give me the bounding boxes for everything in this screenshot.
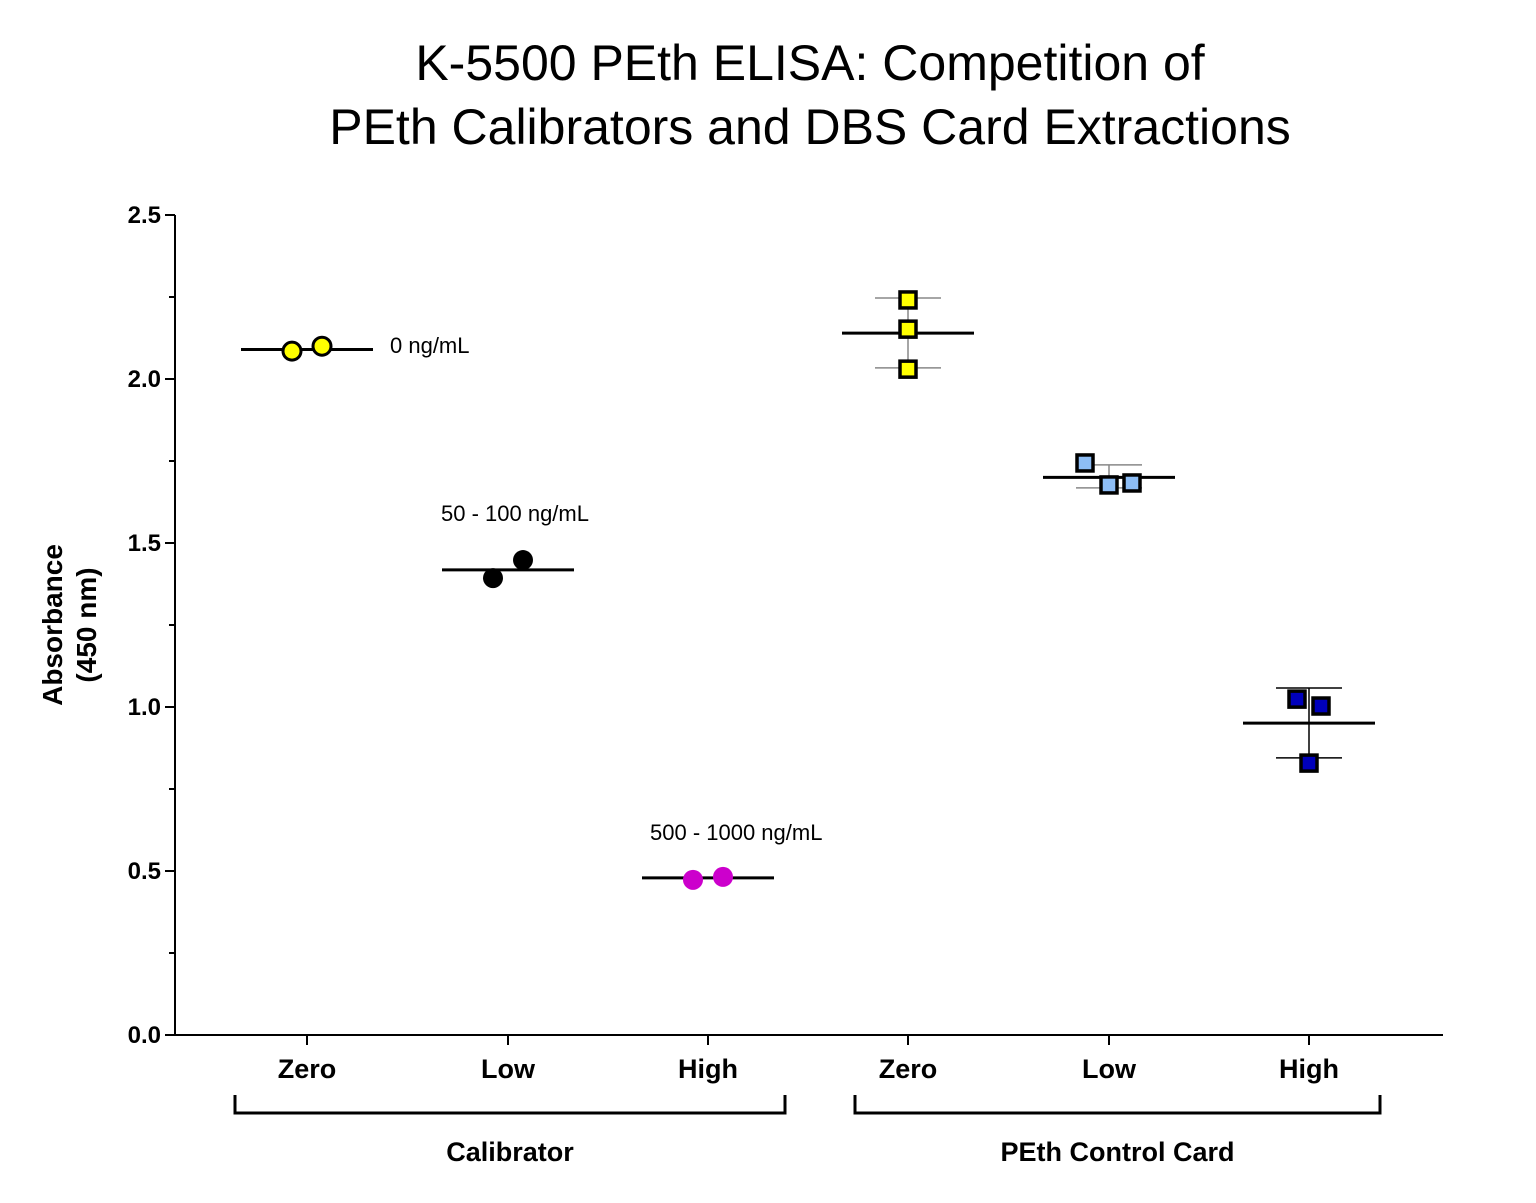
data-point: [1075, 453, 1095, 473]
data-marks: 0 ng/mL 50 - 100 ng/mL 500 - 1000 ng/mL: [241, 290, 1375, 890]
group-bracket: [233, 1095, 787, 1115]
x-tick-label: Low: [1082, 1054, 1137, 1084]
x-tick-label: Zero: [879, 1054, 938, 1084]
y-tick-label: 2.5: [128, 202, 161, 229]
x-tick-label: High: [678, 1054, 738, 1084]
data-point: [281, 340, 303, 362]
chart-title-line-2: PEth Calibrators and DBS Card Extraction…: [329, 99, 1291, 155]
data-point: [1299, 753, 1319, 773]
data-point: [1311, 696, 1331, 716]
x-tick-label: Low: [481, 1054, 536, 1084]
x-tick-label: High: [1279, 1054, 1339, 1084]
x-tick-label: Zero: [278, 1054, 337, 1084]
chart-title-line-1: K-5500 PEth ELISA: Competition of: [415, 35, 1204, 91]
data-annotation: 50 - 100 ng/mL: [441, 501, 589, 526]
y-axis-label-line-2: (450 nm): [71, 567, 102, 682]
data-point: [683, 869, 703, 890]
data-annotation: 500 - 1000 ng/mL: [650, 820, 822, 845]
group-label: Calibrator: [446, 1137, 574, 1167]
y-tick-label: 0.0: [128, 1022, 161, 1049]
data-point: [311, 335, 333, 357]
data-point: [1287, 689, 1307, 709]
data-point: [513, 550, 533, 571]
data-point: [713, 866, 733, 887]
y-axis-label-line-1: Absorbance: [37, 544, 68, 706]
group-bracket: [853, 1095, 1382, 1115]
data-point: [1099, 475, 1119, 495]
data-point: [1122, 473, 1142, 493]
y-tick-label: 0.5: [128, 858, 161, 885]
y-tick-label: 1.0: [128, 694, 161, 721]
data-annotation: 0 ng/mL: [390, 333, 470, 358]
y-tick-label: 1.5: [128, 530, 161, 557]
y-tick-label: 2.0: [128, 366, 161, 393]
data-point: [898, 290, 918, 310]
data-point: [898, 319, 918, 339]
data-point: [898, 359, 918, 379]
group-label: PEth Control Card: [1001, 1137, 1235, 1167]
axes: 0.0 0.5 1.0 1.5 2.0 2.5 Zero Low High Zero Low High…: [128, 202, 1443, 1167]
data-point: [483, 568, 503, 589]
